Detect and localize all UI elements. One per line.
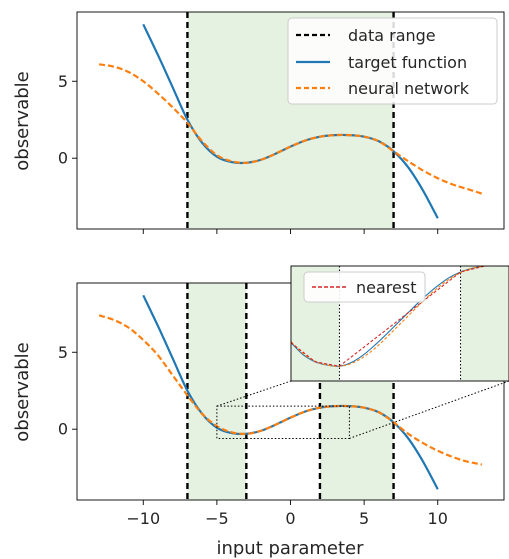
series-line-network bbox=[98, 314, 483, 466]
top-data-range-lines bbox=[186, 12, 395, 229]
inset-series bbox=[291, 266, 509, 367]
inset-legend: nearest bbox=[303, 271, 426, 303]
legend-label-nearest: nearest bbox=[356, 278, 416, 297]
zoom-connector-line bbox=[349, 380, 509, 439]
inset-frame bbox=[290, 265, 509, 382]
zoom-region-box bbox=[216, 405, 350, 439]
legend-frame bbox=[287, 17, 498, 105]
inset-legend-frame bbox=[303, 271, 426, 303]
data-range-band bbox=[460, 266, 509, 381]
zoom-box bbox=[216, 380, 509, 439]
top-legend: data range target function neural networ… bbox=[287, 17, 498, 105]
y-tick-label: 5 bbox=[58, 72, 68, 91]
top-y-ticks: 05 bbox=[58, 72, 77, 168]
x-tick-label: −10 bbox=[126, 509, 160, 528]
y-tick-label: 0 bbox=[58, 420, 68, 439]
bottom-x-axis-label: input parameter bbox=[216, 538, 364, 559]
series-line-network bbox=[98, 63, 483, 195]
bottom-panel: 05 −10 −5 0 5 10 observable input parameter … bbox=[12, 265, 509, 559]
y-tick-label: 0 bbox=[58, 149, 68, 168]
inset-data-range-lines bbox=[338, 266, 462, 381]
bottom-data-range-lines bbox=[186, 283, 395, 500]
bottom-x-ticks: −10 −5 0 5 10 bbox=[126, 500, 448, 528]
inset-data-range-shading bbox=[291, 266, 509, 381]
top-y-axis-label: observable bbox=[12, 71, 33, 170]
series-line-target bbox=[291, 266, 509, 367]
legend-label-target-function: target function bbox=[348, 53, 467, 72]
x-tick-label: 10 bbox=[428, 509, 448, 528]
legend-label-data-range: data range bbox=[348, 26, 436, 45]
series-line-nearest bbox=[291, 266, 509, 367]
bottom-series bbox=[98, 294, 483, 490]
top-x-ticks bbox=[142, 229, 439, 234]
x-tick-label: 0 bbox=[285, 509, 295, 528]
top-series bbox=[98, 23, 483, 219]
x-tick-label: −5 bbox=[205, 509, 229, 528]
y-tick-label: 5 bbox=[58, 343, 68, 362]
zoom-connector-line bbox=[216, 380, 292, 407]
zoom-inset: nearest bbox=[290, 265, 509, 382]
bottom-y-axis-label: observable bbox=[12, 342, 33, 441]
data-range-band bbox=[187, 283, 247, 500]
top-panel: 05 observable data range target function… bbox=[12, 11, 505, 234]
series-line-network bbox=[291, 266, 509, 367]
x-tick-label: 5 bbox=[359, 509, 369, 528]
bottom-y-ticks: 05 bbox=[58, 343, 77, 439]
legend-label-neural-network: neural network bbox=[348, 79, 470, 98]
